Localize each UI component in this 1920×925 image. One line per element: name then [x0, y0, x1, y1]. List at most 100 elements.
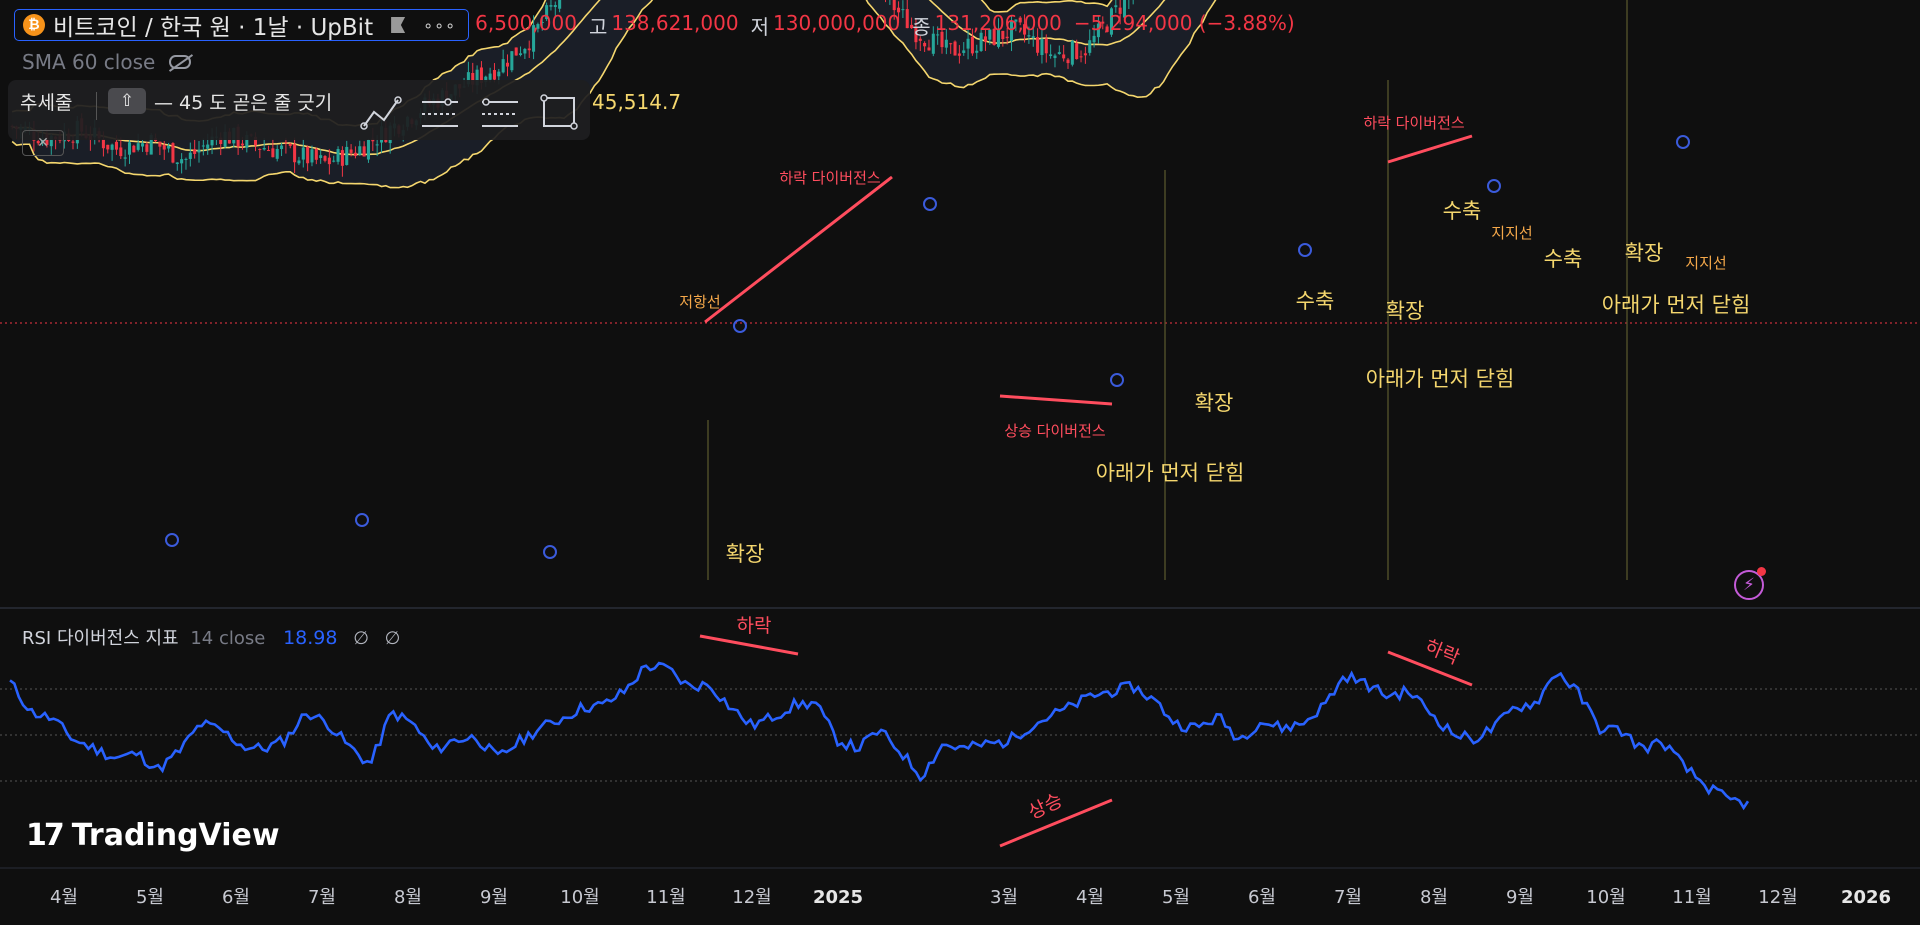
candle-body: [1062, 54, 1066, 59]
time-axis-tick-label: 6월: [1248, 887, 1276, 908]
candle: [892, 0, 896, 20]
tradingview-logo[interactable]: 17 TradingView: [26, 818, 280, 853]
candle: [1132, 0, 1134, 5]
candle-body: [1070, 40, 1074, 65]
candle: [106, 144, 110, 154]
time-axis-tick-label: 8월: [1420, 887, 1448, 908]
candle-body: [358, 146, 362, 155]
candle: [1040, 28, 1044, 64]
candle-body: [206, 144, 210, 149]
candle-body: [549, 5, 553, 7]
rsi-na-1: ∅: [353, 628, 369, 649]
candle: [345, 140, 349, 166]
shift-key-icon: ⇧: [108, 88, 146, 114]
candle-body: [319, 155, 323, 158]
candle-body: [1083, 53, 1087, 56]
candle-body: [957, 53, 961, 56]
trend-angle-icon[interactable]: [360, 92, 404, 132]
rsi-legend[interactable]: RSI 다이버전스 지표 14 close 18.98 ∅ ∅: [22, 624, 400, 650]
candle: [1018, 16, 1022, 26]
candle-body: [340, 150, 344, 166]
sma-cross-marker: [165, 533, 179, 547]
candle-body: [36, 141, 40, 144]
time-axis-tick-label: 6월: [222, 887, 250, 908]
candle: [267, 145, 271, 152]
candle: [510, 50, 514, 73]
candle-body: [306, 146, 310, 164]
candle-body: [545, 5, 549, 20]
candle: [505, 54, 510, 77]
price-annotation-label: 하락 다이버전스: [779, 169, 881, 187]
candle-body: [1049, 54, 1053, 57]
candle: [1066, 57, 1070, 69]
open-value: 6,500,000: [475, 10, 577, 35]
rsi-line: [9, 661, 1750, 811]
candle-body: [353, 152, 357, 156]
candle: [175, 162, 179, 171]
rsi-title: RSI 다이버전스 지표: [22, 628, 179, 649]
candle: [553, 1, 557, 18]
more-icon[interactable]: ∘∘∘: [423, 15, 457, 35]
rsi-annotation-label: 하락: [737, 615, 772, 637]
time-axis-tick-label: 11월: [646, 887, 685, 908]
candle: [271, 138, 275, 158]
candle-body: [332, 160, 336, 162]
candle-body: [501, 59, 505, 73]
hidden-eye-icon[interactable]: [169, 55, 192, 69]
rsi-params: 14 close: [190, 628, 266, 649]
symbol-selector[interactable]: ₿ 비트코인 / 한국 원 · 1날 · UpBit ∘∘∘: [14, 9, 470, 41]
bollinger-band-fill: [12, 0, 1216, 188]
rsi-annotation-label: 상승: [1025, 789, 1066, 824]
price-annotation-label: 수축: [1296, 289, 1335, 313]
candle: [901, 0, 905, 19]
candle-body: [188, 152, 192, 159]
candle: [293, 137, 297, 173]
candle-body: [180, 159, 184, 164]
candle-body: [49, 135, 53, 147]
candle: [1027, 26, 1031, 44]
time-axis-tick-label: 3월: [990, 887, 1018, 908]
candle: [127, 139, 132, 164]
time-axis-tick-label: 4월: [50, 887, 78, 908]
candle: [301, 138, 305, 168]
candle: [545, 2, 549, 22]
candle: [1101, 16, 1105, 30]
candle-body: [540, 21, 544, 23]
flag-icon[interactable]: [391, 17, 406, 33]
candle-body: [1018, 17, 1022, 23]
candle-body: [897, 7, 901, 13]
tool-name[interactable]: 추세줄: [20, 92, 73, 114]
candle: [975, 44, 979, 59]
candle: [1001, 30, 1005, 47]
candle: [1044, 34, 1048, 63]
parallel-channel-icon[interactable]: [418, 92, 462, 132]
time-axis-tick-label: 10월: [560, 887, 599, 908]
candle-body: [1010, 21, 1014, 42]
candle-body: [505, 62, 510, 67]
candle-body: [519, 53, 523, 56]
collapse-icon[interactable]: ✕: [22, 130, 64, 156]
candle-body: [149, 134, 153, 155]
candle-body: [475, 69, 479, 86]
pitchfork-icon[interactable]: [478, 92, 522, 132]
candle-body: [940, 31, 944, 48]
time-axis-tick-label: 7월: [1334, 887, 1362, 908]
candle: [527, 40, 531, 58]
lightning-icon[interactable]: ⚡: [1734, 567, 1766, 600]
price-annotation-label: 확장: [1386, 299, 1425, 323]
candle-body: [992, 28, 996, 45]
candle: [171, 142, 175, 164]
candle-body: [910, 24, 914, 29]
candle: [358, 140, 362, 156]
candle-body: [1092, 35, 1096, 43]
sma-legend[interactable]: SMA 60 close: [22, 50, 192, 74]
candle-body: [927, 47, 931, 51]
candle-body: [466, 72, 470, 85]
rectangle-icon[interactable]: [538, 92, 582, 132]
candle: [532, 15, 536, 60]
candle: [940, 29, 944, 54]
candle-body: [71, 141, 75, 143]
candle-body: [1001, 30, 1005, 40]
candle-body: [527, 48, 531, 51]
